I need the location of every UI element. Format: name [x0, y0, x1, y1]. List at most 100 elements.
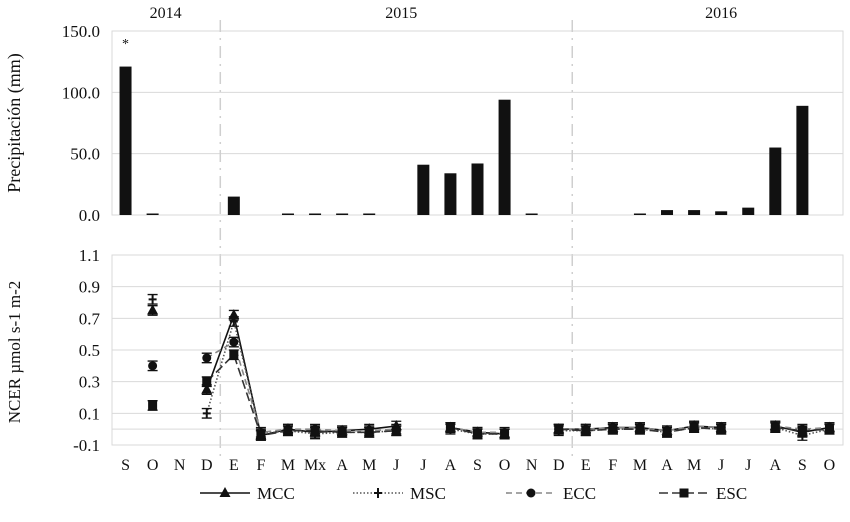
x-tick-label: A — [770, 457, 782, 474]
x-tick-label: A — [661, 457, 673, 474]
x-tick-label: J — [718, 457, 724, 474]
x-tick-label: E — [581, 457, 591, 474]
legend-label: ESC — [716, 484, 747, 503]
x-tick-label: M — [362, 457, 376, 474]
x-tick-label: O — [147, 457, 159, 474]
bar — [281, 213, 294, 215]
square-marker — [364, 427, 374, 437]
y-axis-title: NCER µmol s-1 m-2 — [5, 281, 24, 424]
bar — [742, 207, 755, 215]
square-marker — [202, 377, 212, 387]
circle-marker — [148, 361, 158, 371]
x-tick-label: N — [174, 457, 186, 474]
x-tick-label: F — [256, 457, 265, 474]
x-tick-label: M — [687, 457, 701, 474]
square-marker — [337, 427, 347, 437]
legend-label: ECC — [563, 484, 596, 503]
bar — [769, 147, 782, 215]
square-marker — [581, 426, 591, 436]
square-marker — [500, 429, 510, 439]
x-tick-label: D — [553, 457, 565, 474]
legend-label: MCC — [257, 484, 295, 503]
triangle-marker — [201, 383, 213, 394]
year-label: 2014 — [150, 5, 182, 22]
bar — [336, 213, 349, 215]
annotation-asterisk: * — [122, 37, 129, 52]
cross-marker — [229, 316, 238, 327]
x-tick-label: M — [281, 457, 295, 474]
bar — [688, 210, 701, 215]
x-tick-label: N — [526, 457, 538, 474]
square-marker — [608, 424, 618, 434]
y-tick-label: 0.5 — [79, 341, 100, 360]
plot-frame — [111, 254, 844, 446]
bar — [471, 163, 484, 215]
x-tick-label: M — [633, 457, 647, 474]
y-tick-label: 0.7 — [79, 309, 101, 328]
legend-item: MSC — [353, 484, 446, 503]
square-marker — [473, 429, 482, 439]
y-tick-label: 100.0 — [62, 83, 100, 102]
x-tick-label: J — [420, 457, 426, 474]
series-line — [206, 312, 830, 437]
y-tick-label: 1.1 — [79, 246, 100, 265]
y-tick-label: 0.9 — [79, 278, 100, 297]
legend-label: MSC — [410, 484, 446, 503]
cross-marker — [148, 294, 157, 305]
square-marker — [716, 424, 726, 434]
bar — [661, 210, 674, 215]
square-marker — [229, 350, 239, 360]
x-tick-label: E — [229, 457, 239, 474]
series-esc — [147, 349, 835, 441]
x-tick-label: Mx — [304, 457, 326, 474]
x-tick-label: O — [824, 457, 836, 474]
y-tick-label: 50.0 — [70, 145, 100, 164]
square-marker — [635, 424, 645, 434]
y-tick-label: 150.0 — [62, 22, 100, 41]
triangle-marker — [219, 487, 231, 497]
x-tick-label: S — [798, 457, 807, 474]
y-tick-label: -0.1 — [73, 436, 100, 455]
square-marker — [310, 426, 320, 436]
square-marker — [283, 426, 293, 436]
circle-marker — [229, 337, 239, 347]
x-tick-label: A — [336, 457, 348, 474]
x-tick-label: S — [121, 457, 130, 474]
circle-marker — [526, 488, 536, 498]
series-mcc — [147, 304, 835, 441]
bar — [633, 213, 646, 215]
square-marker — [256, 431, 266, 440]
triangle-marker — [147, 304, 159, 315]
square-marker — [797, 426, 807, 436]
y-tick-label: 0.3 — [79, 373, 100, 392]
bar — [417, 164, 430, 215]
bar — [227, 196, 240, 215]
y-tick-label: 0.1 — [79, 404, 100, 423]
square-marker — [770, 423, 780, 433]
cross-marker — [202, 408, 211, 419]
series-line — [206, 340, 830, 434]
series-line — [206, 353, 830, 437]
bar — [309, 213, 322, 215]
square-marker — [445, 423, 455, 433]
bar — [525, 213, 538, 215]
square-marker — [662, 427, 672, 437]
cross-marker — [374, 488, 382, 498]
x-tick-label: A — [445, 457, 457, 474]
bar — [146, 213, 159, 215]
legend-item: ESC — [659, 484, 747, 503]
bar — [444, 173, 457, 215]
x-tick-label: D — [201, 457, 213, 474]
year-label: 2015 — [385, 5, 417, 22]
circle-marker — [202, 353, 212, 363]
year-label: 2016 — [705, 5, 737, 22]
bar — [796, 105, 809, 215]
square-marker — [679, 488, 689, 498]
x-tick-label: J — [745, 457, 751, 474]
square-marker — [689, 423, 699, 433]
square-marker — [148, 400, 158, 410]
legend: MCC MSC ECC ESC — [200, 484, 747, 503]
bar — [498, 99, 511, 215]
bar — [119, 66, 132, 215]
